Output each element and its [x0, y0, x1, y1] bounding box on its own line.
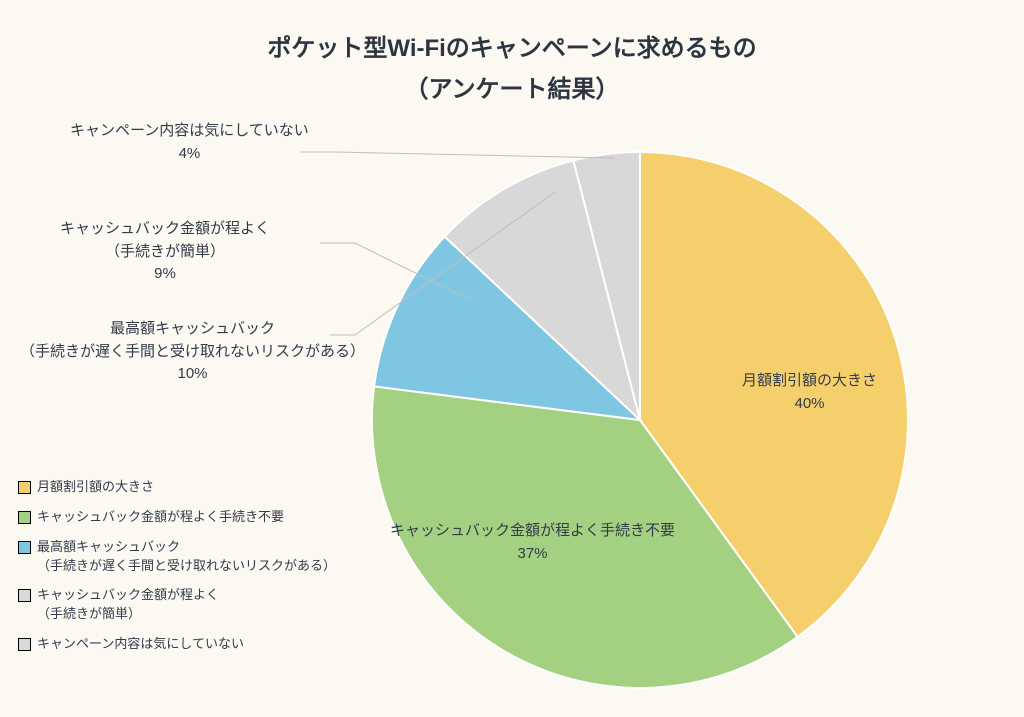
legend-item-3: キャッシュバック金額が程よく （手続きが簡単） — [18, 586, 336, 624]
callout-slice-3: キャッシュバック金額が程よく （手続きが簡単） 9% — [60, 218, 270, 286]
legend: 月額割引額の大きさキャッシュバック金額が程よく手続き不要最高額キャッシュバック … — [18, 478, 336, 665]
leader-line-2 — [300, 152, 615, 158]
legend-label-1: キャッシュバック金額が程よく手続き不要 — [37, 508, 284, 527]
slice-label-1: キャッシュバック金額が程よく手続き不要 37% — [390, 520, 675, 565]
callout-3-line1: キャッシュバック金額が程よく — [60, 218, 270, 241]
callout-2-line2: （手続きが遅く手間と受け取れないリスクがある） — [20, 341, 365, 364]
slice-1-pct: 37% — [390, 543, 675, 566]
legend-swatch-3 — [18, 589, 31, 602]
legend-label-0: 月額割引額の大きさ — [37, 478, 154, 497]
legend-item-0: 月額割引額の大きさ — [18, 478, 336, 497]
callout-3-line3: 9% — [60, 263, 270, 286]
callout-4-line1: キャンペーン内容は気にしていない — [70, 120, 309, 143]
chart-container: ポケット型Wi-Fiのキャンペーンに求めるもの （アンケート結果） 月額割引額の… — [0, 0, 1024, 717]
legend-swatch-2 — [18, 541, 31, 554]
legend-item-4: キャンペーン内容は気にしていない — [18, 635, 336, 654]
callout-slice-4: キャンペーン内容は気にしていない 4% — [70, 120, 309, 165]
slice-label-0: 月額割引額の大きさ 40% — [742, 370, 877, 415]
slice-0-pct: 40% — [742, 393, 877, 416]
legend-swatch-1 — [18, 511, 31, 524]
callout-3-line2: （手続きが簡単） — [60, 241, 270, 264]
callout-slice-2: 最高額キャッシュバック （手続きが遅く手間と受け取れないリスクがある） 10% — [20, 318, 365, 386]
callout-4-line2: 4% — [70, 143, 309, 166]
legend-swatch-0 — [18, 481, 31, 494]
slice-1-text: キャッシュバック金額が程よく手続き不要 — [390, 520, 675, 543]
legend-swatch-4 — [18, 638, 31, 651]
slice-0-text: 月額割引額の大きさ — [742, 370, 877, 393]
legend-item-1: キャッシュバック金額が程よく手続き不要 — [18, 508, 336, 527]
legend-item-2: 最高額キャッシュバック （手続きが遅く手間と受け取れないリスクがある） — [18, 538, 336, 576]
legend-label-2: 最高額キャッシュバック （手続きが遅く手間と受け取れないリスクがある） — [37, 538, 336, 576]
legend-label-3: キャッシュバック金額が程よく （手続きが簡単） — [37, 586, 219, 624]
callout-2-line1: 最高額キャッシュバック — [20, 318, 365, 341]
legend-label-4: キャンペーン内容は気にしていない — [37, 635, 244, 654]
callout-2-line3: 10% — [20, 363, 365, 386]
